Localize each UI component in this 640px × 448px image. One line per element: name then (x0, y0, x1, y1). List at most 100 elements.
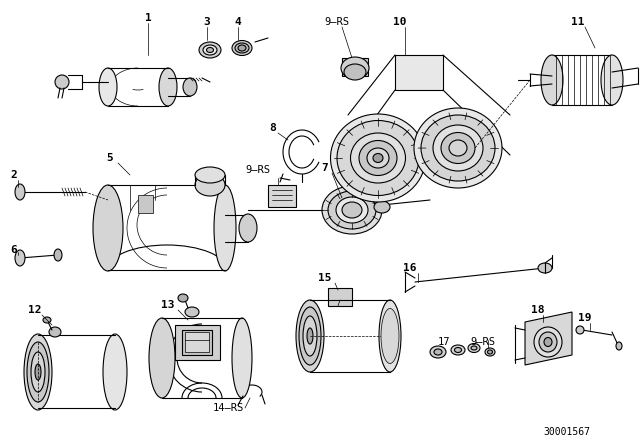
Ellipse shape (468, 344, 480, 353)
Text: 2: 2 (11, 170, 17, 180)
Text: 17: 17 (438, 337, 451, 347)
Ellipse shape (195, 167, 225, 183)
Ellipse shape (207, 47, 214, 52)
Ellipse shape (203, 45, 217, 55)
Ellipse shape (539, 332, 557, 352)
Bar (185, 332, 209, 352)
Ellipse shape (534, 327, 562, 357)
Ellipse shape (471, 346, 477, 350)
Ellipse shape (239, 214, 257, 242)
Ellipse shape (488, 350, 493, 354)
Text: 4: 4 (235, 17, 241, 27)
Text: 3: 3 (204, 17, 211, 27)
Ellipse shape (430, 346, 446, 358)
Ellipse shape (322, 186, 382, 234)
Bar (175, 325, 220, 360)
Bar (182, 330, 212, 355)
Ellipse shape (35, 364, 41, 380)
Bar (395, 55, 443, 90)
Bar (342, 58, 368, 76)
Bar (138, 195, 153, 213)
Text: 7: 7 (322, 163, 328, 173)
Ellipse shape (485, 348, 495, 356)
Ellipse shape (433, 125, 483, 171)
Text: 30001567: 30001567 (543, 427, 590, 437)
Ellipse shape (55, 75, 69, 89)
Ellipse shape (441, 133, 475, 164)
Ellipse shape (344, 64, 366, 80)
Ellipse shape (449, 140, 467, 156)
Ellipse shape (616, 342, 622, 350)
Ellipse shape (307, 328, 313, 344)
Ellipse shape (15, 184, 25, 200)
Ellipse shape (24, 334, 52, 410)
Ellipse shape (351, 133, 406, 183)
Text: 9–RS: 9–RS (470, 337, 495, 347)
Ellipse shape (328, 191, 376, 229)
Ellipse shape (15, 250, 25, 266)
Text: 6: 6 (11, 245, 17, 255)
Ellipse shape (421, 115, 495, 181)
Ellipse shape (367, 148, 389, 168)
Ellipse shape (381, 309, 399, 363)
Ellipse shape (299, 307, 321, 365)
Ellipse shape (232, 318, 252, 398)
Text: 5: 5 (107, 153, 113, 163)
Ellipse shape (183, 78, 197, 96)
Ellipse shape (93, 185, 123, 271)
Ellipse shape (178, 294, 188, 302)
Ellipse shape (185, 307, 199, 317)
Ellipse shape (373, 154, 383, 163)
Ellipse shape (379, 300, 401, 372)
Text: 19: 19 (579, 313, 592, 323)
Text: 13: 13 (161, 300, 175, 310)
Ellipse shape (342, 202, 362, 218)
Text: 1: 1 (145, 13, 152, 23)
Ellipse shape (341, 57, 369, 79)
Ellipse shape (49, 327, 61, 337)
Ellipse shape (31, 352, 45, 392)
Ellipse shape (330, 114, 426, 202)
Ellipse shape (103, 334, 127, 410)
Ellipse shape (434, 349, 442, 355)
Ellipse shape (214, 185, 236, 271)
Ellipse shape (303, 316, 317, 356)
Bar (268, 185, 296, 207)
Text: 10: 10 (393, 17, 407, 27)
Ellipse shape (235, 43, 249, 53)
Ellipse shape (54, 249, 62, 261)
Text: 9–RS: 9–RS (246, 165, 271, 175)
Ellipse shape (199, 42, 221, 58)
Text: 16: 16 (403, 263, 417, 273)
Ellipse shape (159, 68, 177, 106)
Ellipse shape (232, 40, 252, 56)
Text: 9–RS: 9–RS (324, 17, 349, 27)
Ellipse shape (414, 108, 502, 188)
Ellipse shape (374, 201, 390, 213)
Ellipse shape (576, 326, 584, 334)
Bar (328, 288, 352, 306)
Text: 14–RS: 14–RS (212, 403, 244, 413)
Ellipse shape (195, 174, 225, 196)
Text: 12: 12 (28, 305, 42, 315)
Ellipse shape (149, 318, 175, 398)
Text: 8: 8 (269, 123, 276, 133)
Ellipse shape (43, 317, 51, 323)
Ellipse shape (601, 55, 623, 105)
Text: 18: 18 (531, 305, 545, 315)
Text: 11: 11 (572, 17, 585, 27)
Ellipse shape (336, 197, 368, 223)
Ellipse shape (541, 55, 563, 105)
Ellipse shape (544, 337, 552, 346)
Ellipse shape (337, 121, 419, 195)
Ellipse shape (27, 342, 49, 402)
Polygon shape (525, 312, 572, 365)
Ellipse shape (451, 345, 465, 355)
Ellipse shape (296, 300, 324, 372)
Ellipse shape (538, 263, 552, 273)
Ellipse shape (238, 45, 246, 51)
Ellipse shape (454, 348, 461, 353)
Text: 15: 15 (318, 273, 332, 283)
Ellipse shape (99, 68, 117, 106)
Ellipse shape (359, 141, 397, 176)
